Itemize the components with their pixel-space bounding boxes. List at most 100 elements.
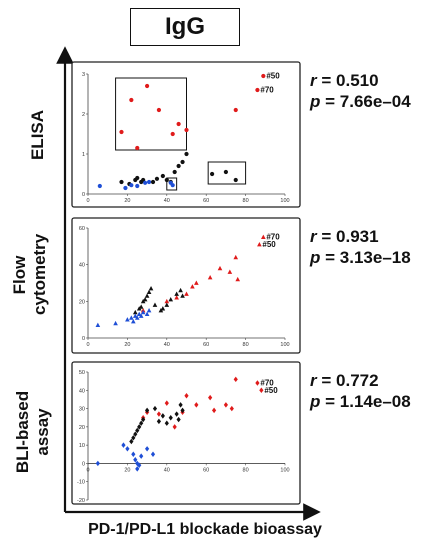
data-point-black bbox=[146, 289, 152, 295]
data-point-red bbox=[211, 407, 217, 414]
figure-title: IgG bbox=[130, 8, 240, 46]
x-axis-title: PD-1/PD-L1 blockade bioassay bbox=[88, 521, 322, 538]
flow-r-label: r bbox=[310, 227, 317, 246]
data-point-blue bbox=[138, 313, 144, 318]
data-point-red bbox=[194, 402, 199, 408]
data-point-black bbox=[210, 171, 215, 177]
panel-frame bbox=[71, 217, 301, 354]
bli-stats: r = 0.772 p = 1.14e–08 bbox=[310, 370, 411, 412]
data-point-red bbox=[119, 129, 124, 135]
data-point-black bbox=[154, 176, 160, 181]
data-point-black bbox=[180, 293, 185, 298]
data-point-red bbox=[176, 121, 181, 127]
y-tick-label: 1 bbox=[82, 152, 85, 158]
data-point-black bbox=[145, 407, 150, 414]
data-point-red bbox=[257, 241, 262, 247]
data-point-black bbox=[164, 302, 170, 307]
data-point-black bbox=[174, 291, 179, 296]
data-point-black bbox=[142, 296, 148, 302]
data-point-red bbox=[207, 274, 213, 280]
data-point-black bbox=[164, 177, 169, 183]
data-point-blue bbox=[95, 460, 100, 467]
data-point-blue bbox=[146, 307, 152, 313]
data-point-red bbox=[135, 145, 140, 151]
data-point-red bbox=[223, 402, 228, 408]
data-point-red bbox=[261, 234, 266, 240]
data-point-red bbox=[172, 424, 177, 430]
x-tick-label: 0 bbox=[86, 198, 89, 204]
elisa-r-value: = 0.510 bbox=[321, 71, 379, 90]
data-point-black bbox=[160, 173, 165, 179]
data-point-red bbox=[194, 280, 199, 285]
row-label-flow-cytometry: Flow cytometry bbox=[10, 233, 50, 315]
x-tick-label: 0 bbox=[86, 467, 89, 473]
x-tick-label: 40 bbox=[164, 467, 170, 473]
data-point-red bbox=[259, 387, 264, 394]
highlight-box bbox=[166, 177, 178, 191]
y-tick-label: 0 bbox=[82, 336, 85, 342]
x-tick-label: 60 bbox=[203, 198, 209, 204]
data-point-red bbox=[233, 376, 238, 383]
x-tick-label: 100 bbox=[280, 467, 289, 473]
data-point-blue bbox=[97, 183, 102, 189]
data-point-blue bbox=[144, 311, 150, 317]
data-point-black bbox=[168, 414, 173, 421]
data-point-red bbox=[184, 393, 189, 399]
data-point-red bbox=[235, 276, 241, 282]
elisa-p-label: p bbox=[310, 92, 321, 111]
data-point-black bbox=[135, 427, 140, 434]
x-tick-label: 100 bbox=[280, 198, 289, 204]
data-point-blue bbox=[133, 457, 138, 463]
data-point-blue bbox=[125, 446, 130, 452]
data-point-red bbox=[255, 87, 260, 93]
data-point-blue bbox=[95, 322, 101, 328]
data-point-black bbox=[139, 420, 144, 426]
data-point-black bbox=[133, 431, 138, 437]
data-point-black bbox=[156, 418, 162, 425]
data-point-red bbox=[261, 73, 266, 79]
data-point-blue bbox=[139, 453, 144, 459]
data-point-black bbox=[160, 413, 165, 419]
y-tick-label: 20 bbox=[79, 299, 85, 305]
data-point-red bbox=[129, 97, 134, 103]
data-point-black bbox=[174, 411, 179, 417]
data-point-blue bbox=[121, 442, 126, 448]
x-tick-label: 80 bbox=[243, 467, 249, 473]
data-point-black bbox=[223, 169, 228, 175]
row-label-flow-cytometry-text: Flow cytometry bbox=[10, 233, 49, 315]
data-point-red bbox=[255, 380, 260, 386]
data-point-blue bbox=[146, 179, 152, 185]
bli-p-value: = 1.14e–08 bbox=[325, 392, 411, 411]
row-label-bli-assay: BLI-based assay bbox=[13, 387, 53, 477]
y-tick-label: 60 bbox=[79, 226, 85, 232]
bli-r-label: r bbox=[310, 371, 317, 390]
data-point-red bbox=[164, 400, 169, 406]
elisa-r-label: r bbox=[310, 71, 317, 90]
data-point-black bbox=[168, 296, 174, 302]
data-point-red bbox=[217, 265, 223, 271]
flow-p-label: p bbox=[310, 248, 321, 267]
data-point-blue bbox=[170, 183, 175, 188]
data-point-red bbox=[184, 127, 189, 133]
point-annotation: #70 bbox=[266, 233, 280, 242]
y-tick-label: 2 bbox=[82, 112, 85, 118]
flow-r-value: = 0.931 bbox=[321, 227, 379, 246]
data-point-black bbox=[233, 177, 238, 183]
data-point-black bbox=[180, 159, 185, 165]
data-point-blue bbox=[125, 317, 130, 322]
data-point-blue bbox=[150, 451, 156, 458]
y-tick-label: 40 bbox=[79, 263, 85, 269]
data-point-blue bbox=[143, 180, 148, 185]
data-point-black bbox=[132, 309, 138, 315]
data-point-blue bbox=[113, 320, 118, 326]
data-point-red bbox=[156, 411, 162, 417]
x-tick-label: 40 bbox=[164, 342, 170, 348]
data-point-red bbox=[184, 291, 189, 296]
x-tick-label: 20 bbox=[124, 198, 130, 204]
data-point-black bbox=[135, 175, 140, 181]
data-point-red bbox=[164, 298, 170, 304]
data-point-blue bbox=[134, 315, 140, 320]
data-point-black bbox=[144, 293, 150, 298]
